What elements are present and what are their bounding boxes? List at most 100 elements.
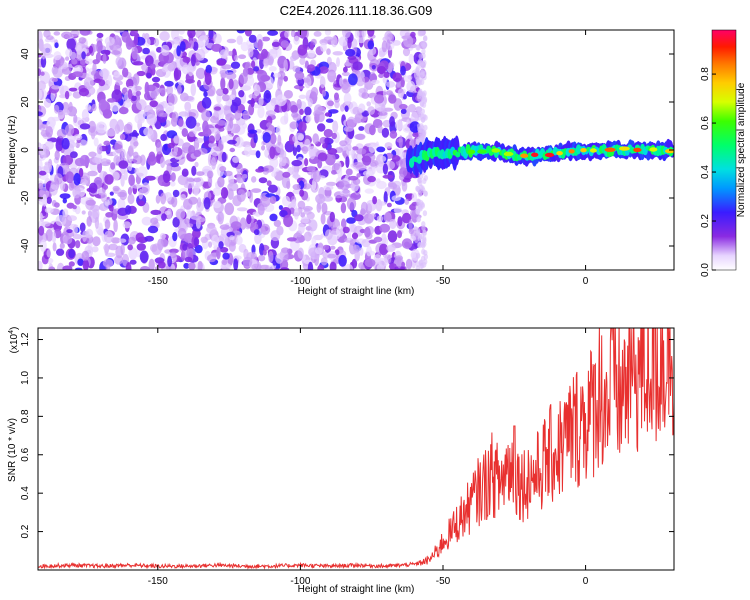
noise-blob xyxy=(107,74,113,87)
noise-blob xyxy=(320,257,328,266)
noise-blob xyxy=(38,80,46,91)
noise-blob xyxy=(207,170,214,179)
noise-blob xyxy=(70,30,80,37)
noise-blob xyxy=(42,43,53,56)
noise-blob xyxy=(278,205,283,210)
noise-blob xyxy=(408,53,414,65)
noise-blob xyxy=(196,171,205,177)
noise-blob xyxy=(175,36,181,42)
noise-blob xyxy=(103,140,111,146)
noise-blob xyxy=(234,110,241,121)
noise-blob xyxy=(247,47,254,58)
noise-blob xyxy=(304,158,309,167)
noise-blob xyxy=(160,133,168,142)
noise-blob xyxy=(141,216,152,226)
noise-blob xyxy=(227,139,237,145)
noise-blob xyxy=(298,94,307,100)
noise-blob xyxy=(417,90,423,96)
noise-blob xyxy=(332,51,344,56)
noise-blob xyxy=(202,128,212,137)
noise-blob xyxy=(79,178,88,186)
noise-blob xyxy=(403,75,412,82)
noise-blob xyxy=(422,113,427,120)
noise-blob xyxy=(205,64,212,74)
noise-blob xyxy=(269,157,279,169)
noise-blob xyxy=(201,109,211,122)
noise-blob xyxy=(422,261,427,268)
noise-blob xyxy=(112,185,120,192)
noise-blob xyxy=(340,104,345,112)
noise-blob xyxy=(386,39,391,51)
noise-blob xyxy=(183,182,194,189)
noise-blob xyxy=(96,40,103,54)
noise-blob xyxy=(85,58,94,65)
noise-blob xyxy=(236,35,243,45)
noise-blob xyxy=(415,204,420,210)
noise-blob xyxy=(422,129,427,136)
noise-blob xyxy=(166,208,172,220)
noise-blob xyxy=(104,174,114,185)
noise-blob xyxy=(128,247,138,260)
noise-blob xyxy=(113,219,118,233)
noise-blob xyxy=(317,152,328,162)
noise-blob xyxy=(274,170,285,181)
noise-blob xyxy=(262,249,267,256)
ridge-hotspot xyxy=(520,153,529,158)
noise-blob xyxy=(55,138,64,152)
colorbar-label: Normalized spectral amplitude xyxy=(736,82,747,217)
snr-background xyxy=(38,328,674,570)
noise-blob xyxy=(113,155,120,166)
noise-blob xyxy=(347,175,359,181)
noise-blob xyxy=(214,106,221,111)
noise-blob xyxy=(423,253,428,260)
noise-blob xyxy=(62,197,67,204)
ridge-hotspot xyxy=(580,148,587,153)
noise-blob xyxy=(293,35,300,45)
noise-blob xyxy=(193,149,202,157)
noise-blob xyxy=(275,253,284,264)
snr-panel: -150 -100 -50 0 0.2 0.4 0.6 0.8 1.0 1.2 (x104) H… xyxy=(7,327,675,595)
noise-blob xyxy=(130,30,138,36)
noise-blob xyxy=(356,148,367,155)
noise-blob xyxy=(172,217,180,228)
noise-blob xyxy=(255,168,264,173)
noise-blob xyxy=(225,72,237,80)
noise-blob xyxy=(415,252,421,259)
noise-blob xyxy=(403,35,414,48)
noise-blob xyxy=(373,94,385,104)
noise-blob xyxy=(81,117,87,125)
noise-blob xyxy=(46,249,51,258)
noise-blob xyxy=(136,243,146,251)
ridge-hotspot xyxy=(531,152,539,157)
noise-blob xyxy=(416,60,422,67)
snr-y-tick-label: 0.2 xyxy=(20,524,31,538)
noise-blob xyxy=(56,128,67,139)
noise-blob xyxy=(217,176,225,188)
noise-blob xyxy=(364,226,371,238)
noise-blob xyxy=(397,88,405,98)
noise-blob xyxy=(266,180,272,187)
noise-blob xyxy=(415,185,420,192)
ridge-hotspot xyxy=(477,149,487,154)
noise-blob xyxy=(96,144,103,155)
noise-blob xyxy=(420,125,425,131)
noise-blob xyxy=(38,260,43,270)
noise-blob xyxy=(59,193,71,200)
noise-blob xyxy=(422,229,427,236)
noise-blob xyxy=(341,78,350,90)
noise-blob xyxy=(125,205,132,215)
noise-blob xyxy=(415,44,420,51)
noise-blob xyxy=(150,217,159,225)
noise-blob xyxy=(382,77,388,84)
noise-blob xyxy=(230,102,238,114)
noise-blob xyxy=(59,242,65,249)
noise-blob xyxy=(359,247,364,256)
snr-y-tick-label: 1.0 xyxy=(20,371,31,385)
noise-blob xyxy=(68,181,75,191)
noise-blob xyxy=(122,67,129,78)
noise-blob xyxy=(410,111,419,125)
noise-blob xyxy=(362,155,372,166)
noise-blob xyxy=(53,31,61,36)
noise-blob xyxy=(273,73,282,78)
noise-blob xyxy=(408,103,416,113)
